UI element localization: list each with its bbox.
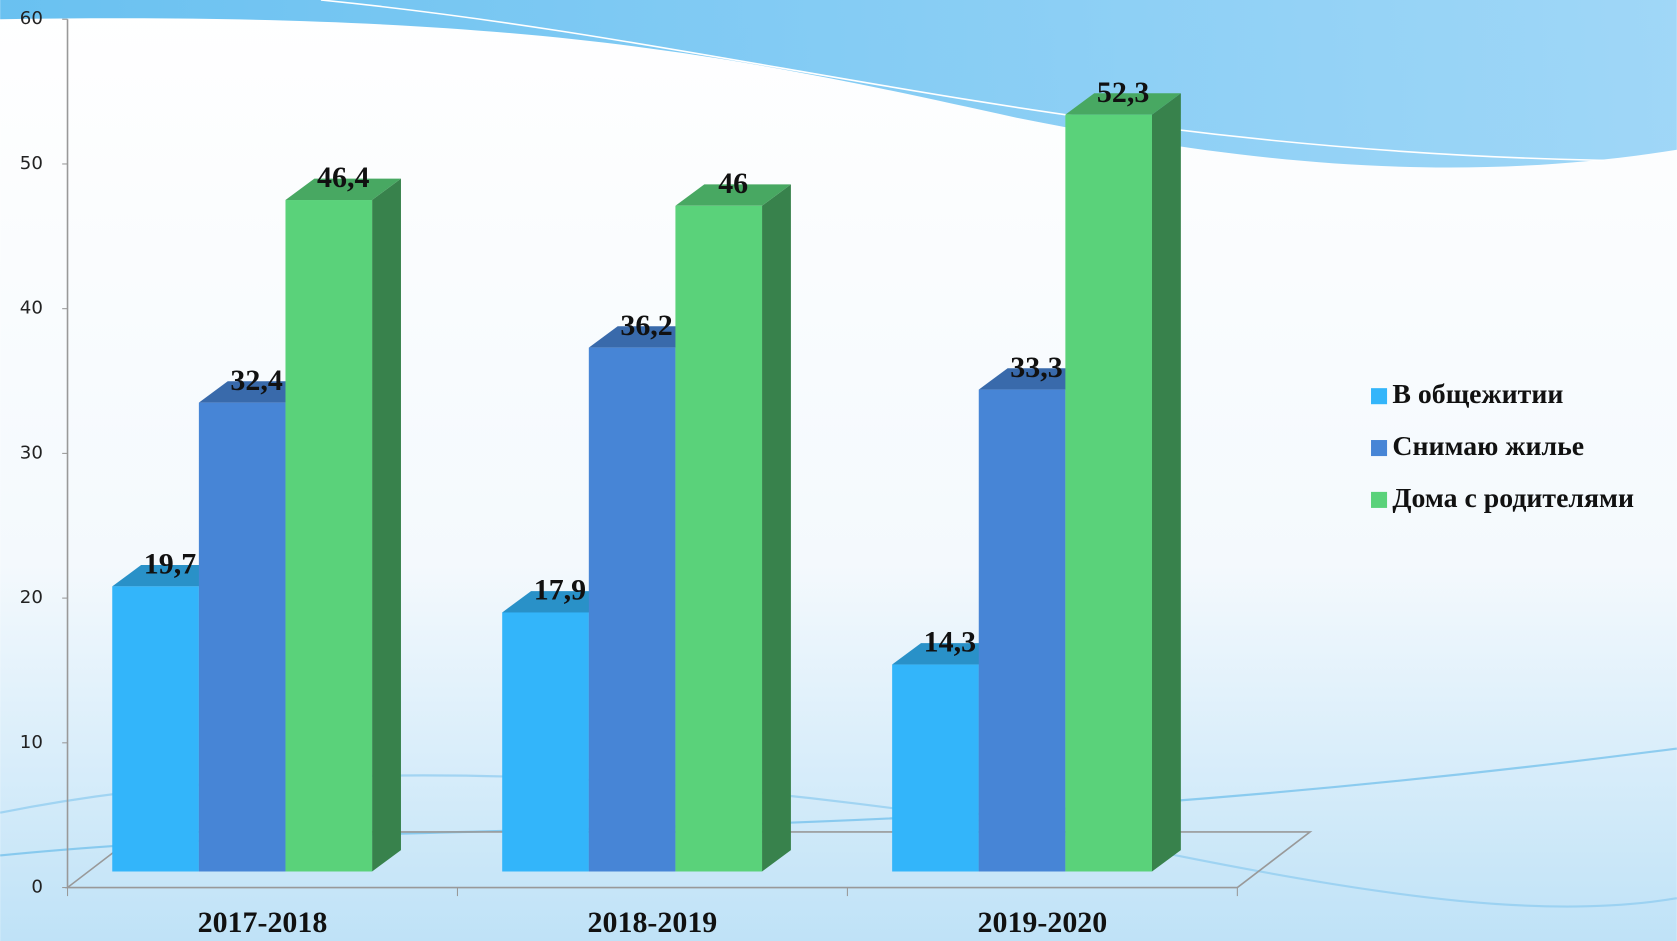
- data-label: 19,7: [144, 548, 196, 581]
- bar-side: [372, 179, 401, 872]
- bar: [112, 586, 199, 871]
- bar: [589, 348, 676, 872]
- bar: [892, 665, 979, 872]
- bar: [199, 403, 286, 872]
- legend-swatch: [1371, 492, 1387, 508]
- data-label: 36,2: [620, 309, 672, 342]
- y-tick-label: 0: [31, 877, 43, 898]
- legend-label: Дома с родителями: [1392, 483, 1634, 514]
- data-label: 46: [718, 167, 748, 200]
- legend-swatch: [1371, 440, 1387, 456]
- y-tick-label: 30: [20, 442, 43, 463]
- data-label: 46,4: [317, 161, 369, 194]
- legend-label: Снимаю жилье: [1392, 431, 1584, 462]
- data-label: 14,3: [924, 626, 976, 659]
- y-tick-label: 50: [20, 153, 43, 174]
- legend-swatch: [1371, 388, 1387, 404]
- x-tick-label: 2017-2018: [198, 906, 328, 939]
- data-label: 32,4: [230, 364, 282, 397]
- bar: [285, 200, 372, 871]
- legend-label: В общежитии: [1392, 379, 1563, 410]
- y-tick-label: 40: [20, 298, 43, 319]
- data-label: 17,9: [534, 574, 586, 607]
- bar: [979, 390, 1066, 872]
- chart: 0 10 20 30 40 50 60 2017-2018 19,7 32,4 46,4 2018-2…: [0, 0, 1677, 941]
- data-label: 33,3: [1010, 351, 1062, 384]
- x-tick-label: 2018-2019: [588, 906, 718, 939]
- y-tick-label: 60: [20, 8, 43, 29]
- bar: [675, 206, 762, 872]
- bar: [502, 612, 589, 871]
- data-label: 52,3: [1097, 76, 1149, 109]
- page: {"chart_data": {"type": "bar", "categori…: [0, 0, 1677, 941]
- bar: [1065, 115, 1152, 872]
- bar-side: [1152, 93, 1181, 871]
- y-tick-label: 10: [20, 732, 43, 753]
- y-tick-label: 20: [20, 587, 43, 608]
- bar-side: [762, 184, 791, 871]
- x-tick-label: 2019-2020: [978, 906, 1108, 939]
